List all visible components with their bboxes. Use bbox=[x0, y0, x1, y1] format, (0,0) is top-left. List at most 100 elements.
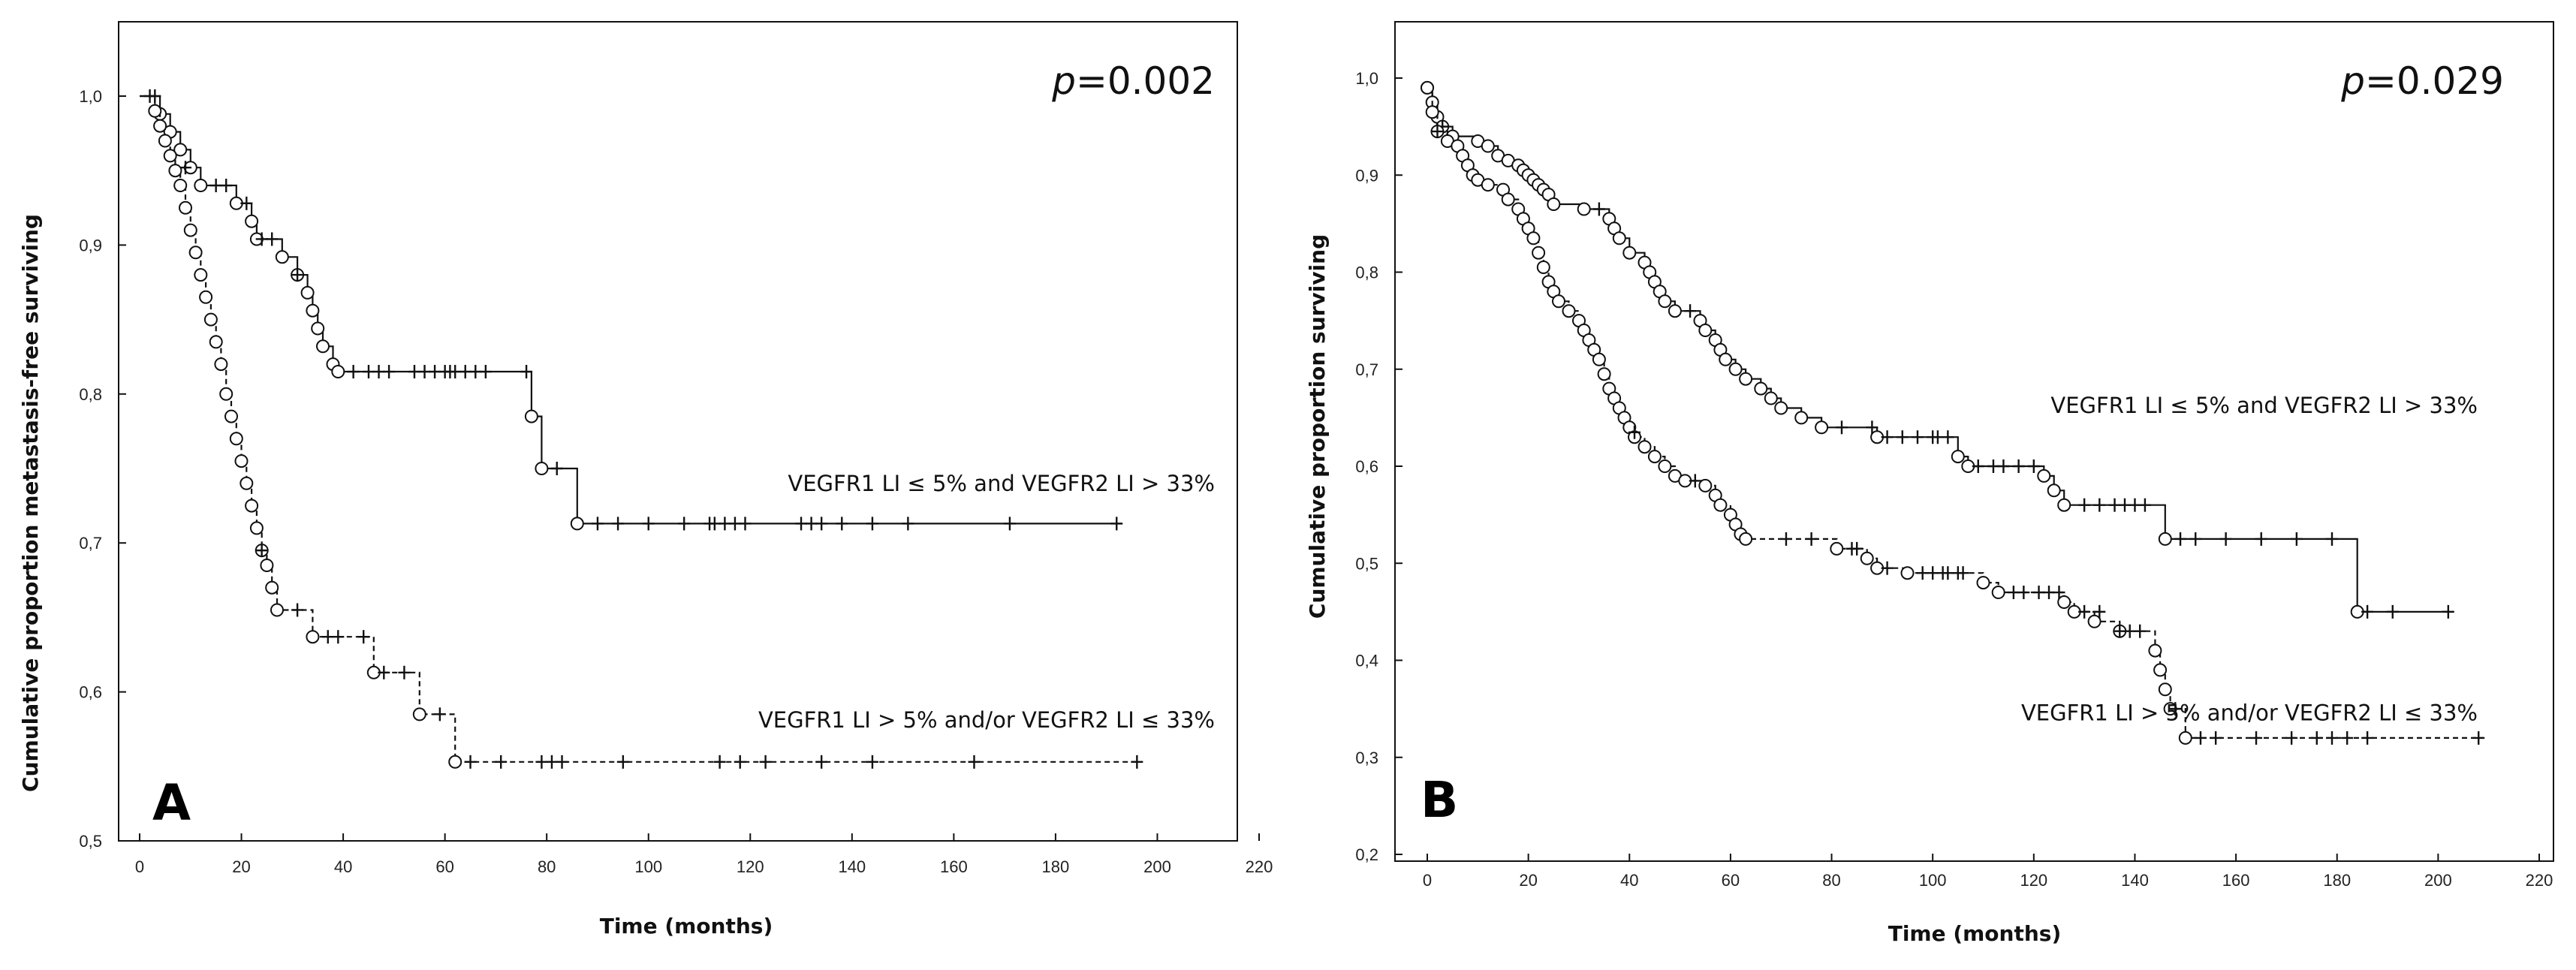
panel-a-series-favorable-censor-marker bbox=[719, 517, 731, 531]
panel-a-series-favorable-censor-marker bbox=[408, 365, 420, 379]
panel-b-series-unfavorable-event-marker bbox=[2178, 731, 2192, 745]
panel-b-x-tick-label: 140 bbox=[2121, 871, 2149, 890]
panel-a-series-unfavorable-censor-marker bbox=[968, 755, 981, 769]
panel-a-series-favorable-censor-marker bbox=[805, 517, 818, 531]
panel-b-series-unfavorable-censor-marker bbox=[2032, 586, 2045, 600]
panel-b-series-unfavorable-event-marker bbox=[1562, 304, 1576, 318]
panel-b-series-unfavorable-censor-marker bbox=[2341, 731, 2354, 745]
panel-a-series-unfavorable-event-marker bbox=[183, 223, 197, 237]
panel-b-series: VEGFR1 LI ≤ 5% and VEGFR2 LI > 33% VEGFR1… bbox=[1421, 80, 2485, 745]
panel-b-series-unfavorable-censor-marker bbox=[1942, 566, 1954, 580]
panel-a-series-unfavorable-event-marker bbox=[224, 409, 238, 423]
panel-a-p-value-number: =0.002 bbox=[1076, 59, 1215, 103]
panel-b-series-favorable-censor-marker bbox=[2093, 498, 2106, 512]
panel-a-y-axis-title-text: Cumulative proportion metastasis-free su… bbox=[18, 214, 43, 792]
panel-a-series-favorable-label: VEGFR1 LI ≤ 5% and VEGFR2 LI > 33% bbox=[788, 471, 1215, 496]
panel-b-series-favorable-event-marker bbox=[1754, 381, 1768, 396]
panel-b-y-tick-label: 0,6 bbox=[1355, 457, 1378, 476]
panel-a-series-favorable-censor-marker bbox=[1110, 517, 1123, 531]
panel-a-series-favorable-censor-marker bbox=[479, 365, 492, 379]
panel-b-series-unfavorable-event-marker bbox=[2158, 682, 2172, 697]
panel-b-series-unfavorable-censor-marker bbox=[2472, 731, 2485, 745]
panel-a-series-unfavorable-event-marker bbox=[179, 200, 192, 215]
panel-a-x-tick-label: 200 bbox=[1143, 857, 1171, 876]
panel-a-series-favorable-censor-marker bbox=[612, 517, 625, 531]
panel-b-series-favorable-event-marker bbox=[1719, 352, 1733, 366]
panel-a-series-unfavorable-event-marker bbox=[245, 499, 259, 513]
panel-a-series-unfavorable-event-marker bbox=[265, 580, 279, 595]
panel-b-series-unfavorable-event-marker bbox=[1421, 80, 1434, 95]
panel-b-series-favorable-censor-marker bbox=[1881, 430, 1894, 444]
panel-b-series-favorable-event-marker bbox=[1668, 304, 1682, 318]
panel-a-series-unfavorable-event-marker bbox=[194, 268, 208, 282]
panel-b-x-tick-label: 80 bbox=[1822, 871, 1840, 890]
panel-a-series-favorable-censor-marker bbox=[550, 462, 563, 475]
panel-b-series-favorable-event-marker bbox=[1794, 411, 1809, 425]
panel-b-series-favorable-label: VEGFR1 LI ≤ 5% and VEGFR2 LI > 33% bbox=[2050, 393, 2478, 418]
panel-a-series-unfavorable-censor-marker bbox=[357, 630, 370, 644]
panel-b-series-unfavorable-censor-marker bbox=[2114, 624, 2126, 638]
panel-a-series-unfavorable-censor-marker bbox=[1131, 755, 1143, 769]
panel-a-series-unfavorable-censor-marker bbox=[713, 755, 726, 769]
panel-b-series-unfavorable-censor-marker bbox=[2017, 586, 2030, 600]
panel-a-series-favorable-censor-marker bbox=[520, 365, 533, 379]
panel-a-x-tick-label: 60 bbox=[435, 857, 453, 876]
panel-a-series-favorable-censor-marker bbox=[347, 365, 360, 379]
panel-b-series-favorable-censor-marker bbox=[2118, 498, 2131, 512]
panel-a-y-axis-title: Cumulative proportion metastasis-free su… bbox=[18, 214, 43, 792]
panel-b-series-unfavorable-censor-marker bbox=[1779, 532, 1792, 546]
panel-a-series-favorable-censor-marker bbox=[642, 517, 655, 531]
panel-b-x-tick-label: 120 bbox=[2020, 871, 2047, 890]
panel-b-y-tick-label: 0,4 bbox=[1355, 652, 1378, 670]
panel-b-series-unfavorable-censor-marker bbox=[1851, 541, 1863, 556]
panel-a-series-favorable-censor-marker bbox=[459, 365, 472, 379]
panel-b-y-axis-title-text: Cumulative proportion surviving bbox=[1305, 234, 1330, 619]
panel-b-p-value-symbol: p bbox=[2340, 59, 2365, 103]
panel-a-series-favorable-censor-marker bbox=[795, 517, 808, 531]
panel-b-series-favorable-event-marker bbox=[2158, 532, 2172, 546]
panel-a-series-unfavorable-censor-marker bbox=[535, 755, 548, 769]
panel-a-series-unfavorable-censor-marker bbox=[332, 630, 345, 644]
panel-b-series-favorable-event-marker bbox=[1951, 450, 1965, 464]
panel-b-series-favorable-censor-marker bbox=[2255, 532, 2267, 546]
panel-b-series-unfavorable-censor-marker bbox=[1805, 532, 1818, 546]
panel-b-series-favorable-event-marker bbox=[1481, 139, 1495, 153]
panel-a-series-unfavorable-event-marker bbox=[249, 521, 264, 535]
panel-b-series-favorable-censor-marker bbox=[2174, 532, 2187, 546]
panel-b-series-unfavorable-event-marker bbox=[1647, 450, 1662, 464]
panel-b: Cumulative proportion surviving 0 20 40 60 8… bbox=[1305, 21, 2554, 946]
panel-a-series-favorable-censor-marker bbox=[372, 365, 385, 379]
panel-b-series-favorable-censor-marker bbox=[2189, 532, 2202, 546]
panel-b-series-unfavorable-censor-marker bbox=[1916, 566, 1929, 580]
panel-b-series-favorable-censor-marker bbox=[1972, 459, 1984, 473]
panel-b-y-axis-title: Cumulative proportion surviving bbox=[1305, 234, 1330, 619]
panel-b-x-tick-label: 60 bbox=[1722, 871, 1740, 890]
panel-a-series-unfavorable-event-marker bbox=[158, 134, 172, 148]
panel-a-series-favorable-event-marker bbox=[535, 462, 549, 475]
panel-b-series-unfavorable-event-marker bbox=[1830, 541, 1844, 556]
panel-a-x-tick-label: 100 bbox=[634, 857, 662, 876]
panel-a-series-favorable-censor-marker bbox=[449, 365, 462, 379]
panel-b-series-unfavorable-event-marker bbox=[1739, 532, 1753, 546]
panel-b-series-favorable-event-marker bbox=[1774, 401, 1788, 415]
panel-a-series-favorable-censor-marker bbox=[209, 179, 222, 193]
panel-b-series-unfavorable-censor-marker bbox=[1881, 561, 1894, 575]
panel-a-series-unfavorable-censor-marker bbox=[255, 544, 268, 558]
panel-a-series-unfavorable-censor-marker bbox=[759, 755, 772, 769]
panel-a-series-favorable-censor-marker bbox=[383, 365, 396, 379]
panel-a-series-favorable-event-marker bbox=[300, 285, 315, 300]
panel-b-series-unfavorable-event-marker bbox=[1658, 459, 1672, 473]
panel-b-series-unfavorable-event-marker bbox=[2087, 614, 2101, 628]
panel-b-p-value-number: =0.029 bbox=[2365, 59, 2504, 103]
panel-a-series-unfavorable-censor-marker bbox=[866, 755, 878, 769]
panel-b-series-unfavorable-censor-marker bbox=[1927, 566, 1939, 580]
panel-a-series-favorable-censor-marker bbox=[220, 179, 233, 193]
panel-a-x-tick-label: 140 bbox=[838, 857, 866, 876]
panel-a-y-tick-label: 0,6 bbox=[79, 683, 102, 702]
panel-b-x-tick-label: 20 bbox=[1519, 871, 1537, 890]
panel-b-p-value: p=0.029 bbox=[2340, 59, 2504, 103]
panel-a-series-favorable-event-marker bbox=[524, 409, 538, 423]
panel-a-series-unfavorable-event-marker bbox=[163, 149, 177, 163]
panel-b-series-unfavorable-event-marker bbox=[1900, 566, 1915, 580]
